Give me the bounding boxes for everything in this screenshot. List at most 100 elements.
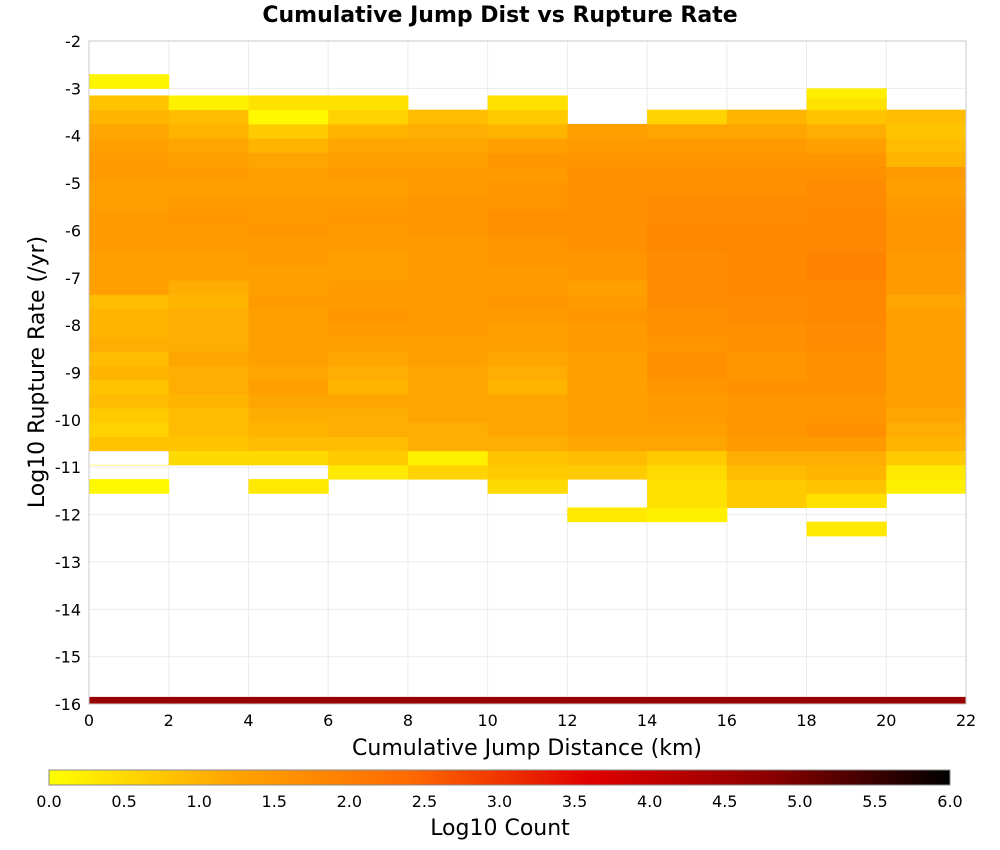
heatmap-cell [886, 152, 967, 167]
colorbar-tick-label: 1.0 [186, 792, 211, 811]
heatmap-cell [89, 336, 170, 352]
heatmap-cell [328, 436, 409, 452]
heatmap-cell [328, 336, 409, 352]
heatmap-cell [328, 166, 409, 182]
heatmap-cell [647, 336, 728, 352]
heatmap-cell [726, 280, 808, 295]
y-tick-label: -11 [55, 458, 81, 477]
heatmap-cell [806, 237, 887, 253]
heatmap-cell [886, 322, 967, 338]
heatmap-cell [806, 322, 887, 338]
x-tick-label: 4 [243, 711, 253, 730]
colorbar-tick-label: 1.5 [262, 792, 287, 811]
heatmap-cell [89, 109, 170, 125]
heatmap-cell [89, 365, 170, 381]
heatmap-cell [726, 237, 808, 253]
heatmap-cell [168, 209, 249, 224]
colorbar-tick-label: 4.5 [712, 792, 737, 811]
heatmap-cell [89, 436, 170, 452]
colorbar [48, 769, 951, 786]
heatmap-cell [89, 322, 170, 338]
heatmap-cell [567, 336, 648, 352]
colorbar-tick-label: 2.5 [412, 792, 437, 811]
heatmap-cell [567, 450, 648, 466]
heatmap-cell [168, 180, 249, 196]
heatmap-cell [328, 464, 409, 480]
heatmap-cell [407, 336, 489, 352]
heatmap-cell [726, 436, 808, 452]
heatmap-cell [806, 109, 887, 125]
heatmap-cell [886, 408, 967, 423]
heatmap-cell [726, 166, 808, 182]
plot-frame [88, 40, 967, 705]
heatmap-cell [328, 393, 409, 409]
y-tick-label: -7 [65, 269, 81, 288]
heatmap-cell [487, 351, 568, 366]
heatmap-cell [726, 493, 808, 508]
heatmap-cell [726, 223, 808, 239]
heatmap-cell [328, 308, 409, 324]
heatmap-cell [726, 322, 808, 338]
heatmap-cell [328, 194, 409, 210]
heatmap-cell [168, 251, 249, 267]
heatmap-cell [567, 265, 648, 281]
heatmap-cell [647, 280, 728, 295]
heatmap-cell [407, 123, 489, 139]
heatmap-cell [248, 408, 329, 423]
heatmap-cell [407, 408, 489, 423]
heatmap-cell [407, 322, 489, 338]
heatmap-cell [806, 88, 887, 99]
x-tick-label: 6 [323, 711, 333, 730]
x-tick-label: 18 [796, 711, 816, 730]
heatmap-cell [89, 237, 170, 253]
heatmap-cell [567, 379, 648, 395]
heatmap-cell [407, 294, 489, 310]
heatmap-cell [567, 138, 648, 153]
y-tick-label: -2 [65, 32, 81, 51]
heatmap-cell [328, 294, 409, 310]
heatmap-cell [487, 422, 568, 437]
heatmap-cell [647, 251, 728, 267]
heatmap-cell [726, 393, 808, 409]
heatmap-cell [806, 351, 887, 366]
heatmap-cell [726, 109, 808, 125]
heatmap-cell [407, 464, 489, 480]
heatmap-cell [168, 95, 249, 111]
x-tick-label: 0 [84, 711, 94, 730]
heatmap-cell [248, 365, 329, 381]
heatmap-cell [407, 180, 489, 196]
heatmap-cell [647, 138, 728, 153]
heatmap-cell [248, 450, 329, 466]
heatmap-cell [806, 422, 887, 437]
heatmap-cell [328, 280, 409, 295]
heatmap-cell [168, 194, 249, 210]
heatmap-cell [806, 223, 887, 239]
heatmap-cell [89, 379, 170, 395]
heatmap-cell [567, 365, 648, 381]
heatmap-cell [886, 265, 967, 281]
heatmap-cell [487, 379, 568, 395]
heatmap-cell [407, 365, 489, 381]
y-tick-label: -14 [55, 600, 81, 619]
heatmap-cell [168, 379, 249, 395]
heatmap-cell [407, 351, 489, 366]
heatmap-cell [168, 109, 249, 125]
heatmap-cell [328, 209, 409, 224]
x-tick-label: 16 [717, 711, 737, 730]
heatmap-cell [328, 422, 409, 437]
heatmap-cell [567, 408, 648, 423]
heatmap-cell [886, 294, 967, 310]
x-tick-label: 12 [557, 711, 577, 730]
heatmap-cell [647, 493, 728, 508]
heatmap-cell [89, 479, 170, 494]
heatmap-cell [248, 322, 329, 338]
colorbar-tick-label: 0.5 [111, 792, 136, 811]
heatmap-cell [248, 166, 329, 182]
heatmap-cell [806, 521, 887, 537]
heatmap-cell [806, 436, 887, 452]
y-tick-label: -16 [55, 695, 81, 714]
heatmap-cell [886, 379, 967, 395]
heatmap-cell [487, 393, 568, 409]
heatmap-cell [248, 308, 329, 324]
heatmap-cell [726, 251, 808, 267]
